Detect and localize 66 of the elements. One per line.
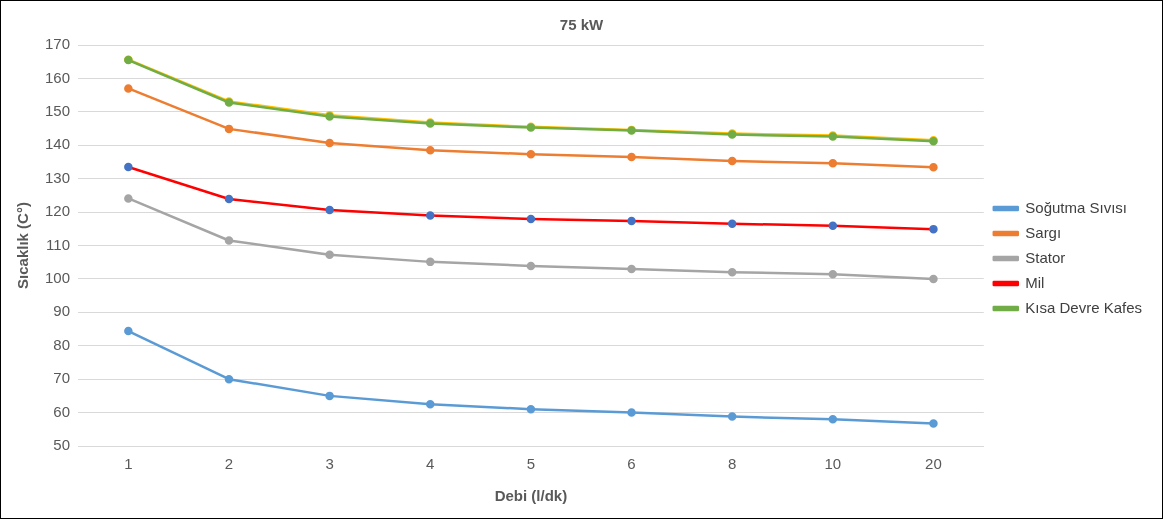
point — [124, 194, 133, 203]
point — [929, 274, 938, 284]
point — [627, 216, 636, 226]
point — [224, 374, 234, 384]
x-tick-label: 2 — [224, 455, 234, 473]
y-tick-label: 160 — [45, 68, 71, 86]
x-tick-label: 6 — [627, 455, 636, 473]
y-tick-label: 60 — [53, 402, 71, 420]
point — [828, 221, 838, 231]
point — [828, 269, 838, 279]
legend-label: Sargı — [1025, 223, 1062, 241]
x-tick-label: 1 — [124, 455, 133, 473]
point — [124, 326, 133, 336]
point — [828, 415, 838, 424]
point — [526, 404, 536, 414]
x-tick-label: 10 — [824, 455, 842, 473]
x-tick-label: 8 — [728, 455, 737, 473]
y-tick-label: 120 — [45, 202, 71, 220]
point — [325, 138, 334, 148]
legend-label: Stator — [1025, 248, 1066, 266]
y-tick-label: 110 — [46, 235, 71, 253]
point — [224, 236, 234, 245]
legend-label: Kısa Devre Kafes — [1025, 298, 1142, 316]
point — [224, 124, 234, 134]
point — [828, 159, 838, 168]
point — [526, 261, 536, 271]
point — [727, 267, 737, 277]
y-tick-label: 130 — [45, 168, 71, 186]
y-tick-label: 70 — [53, 369, 71, 387]
point — [325, 205, 334, 215]
x-tick-label: 3 — [325, 455, 334, 473]
y-tick-label: 50 — [53, 436, 71, 454]
y-tick-label: 80 — [53, 335, 71, 353]
y-tick-label: 90 — [53, 302, 71, 320]
point — [526, 214, 536, 224]
point — [627, 408, 636, 417]
chart-title: 75 kW — [559, 16, 605, 34]
point — [727, 219, 737, 229]
x-axis-title: Debi (l/dk) — [494, 487, 568, 505]
y-tick-label: 170 — [45, 35, 71, 53]
point — [325, 250, 334, 260]
point — [627, 264, 636, 274]
point — [727, 412, 737, 421]
legend-label: Soğutma Sıvısı — [1025, 198, 1127, 216]
y-tick-label: 150 — [45, 101, 71, 119]
point — [929, 419, 938, 428]
point — [325, 391, 334, 401]
point — [426, 146, 435, 155]
point — [727, 156, 737, 166]
point — [124, 162, 133, 172]
point — [526, 150, 536, 159]
y-tick-label: 100 — [45, 269, 71, 287]
x-tick-label: 20 — [925, 455, 942, 473]
legend-label: Mil — [1025, 273, 1045, 291]
point — [426, 211, 435, 220]
point — [426, 399, 435, 409]
point — [627, 152, 636, 162]
x-tick-label: 4 — [426, 455, 435, 473]
point — [929, 224, 938, 234]
y-tick-label: 140 — [45, 135, 71, 153]
x-tick-label: 5 — [526, 455, 536, 473]
point — [224, 194, 234, 204]
point — [929, 163, 938, 172]
point — [426, 257, 435, 267]
y-axis-title: Sıcaklık (C°) — [14, 202, 32, 289]
point — [124, 84, 133, 93]
